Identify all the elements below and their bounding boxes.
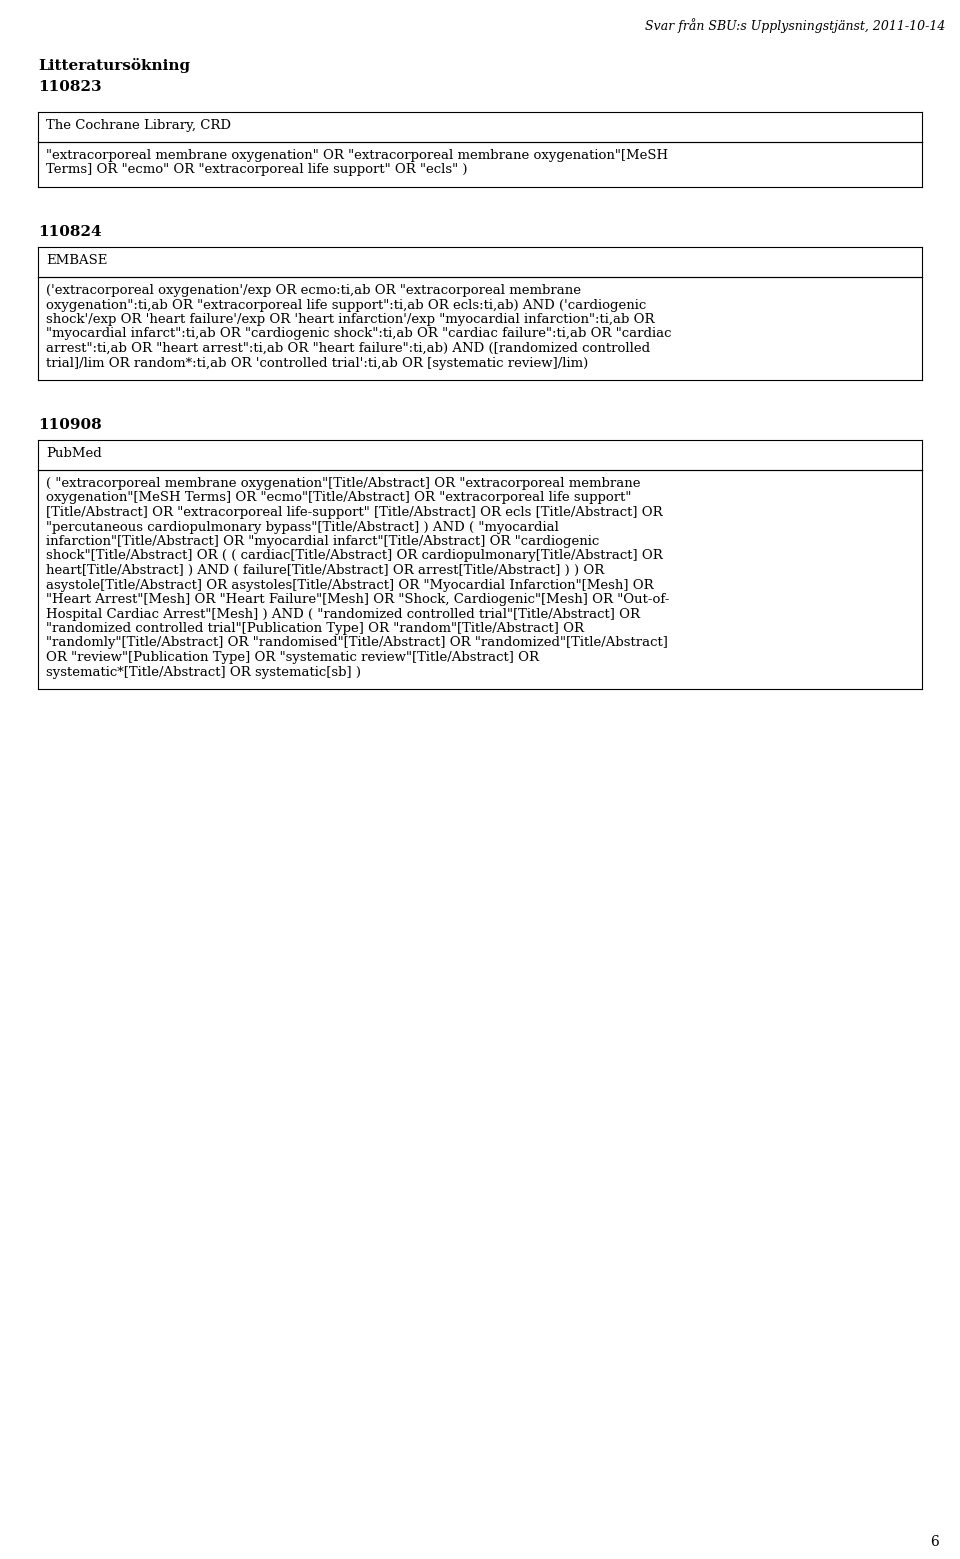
Text: "randomly"[Title/Abstract] OR "randomised"[Title/Abstract] OR "randomized"[Title: "randomly"[Title/Abstract] OR "randomise…	[46, 636, 668, 650]
Text: ('extracorporeal oxygenation'/exp OR ecmo:ti,ab OR "extracorporeal membrane: ('extracorporeal oxygenation'/exp OR ecm…	[46, 284, 581, 298]
Text: 110908: 110908	[38, 418, 102, 432]
Text: asystole[Title/Abstract] OR asystoles[Title/Abstract] OR "Myocardial Infarction": asystole[Title/Abstract] OR asystoles[Ti…	[46, 578, 654, 591]
Text: oxygenation"[MeSH Terms] OR "ecmo"[Title/Abstract] OR "extracorporeal life suppo: oxygenation"[MeSH Terms] OR "ecmo"[Title…	[46, 491, 632, 505]
Text: "extracorporeal membrane oxygenation" OR "extracorporeal membrane oxygenation"[M: "extracorporeal membrane oxygenation" OR…	[46, 150, 668, 162]
Text: Hospital Cardiac Arrest"[Mesh] ) AND ( "randomized controlled trial"[Title/Abstr: Hospital Cardiac Arrest"[Mesh] ) AND ( "…	[46, 608, 640, 620]
Text: Terms] OR "ecmo" OR "extracorporeal life support" OR "ecls" ): Terms] OR "ecmo" OR "extracorporeal life…	[46, 164, 468, 176]
Text: EMBASE: EMBASE	[46, 254, 108, 267]
Text: "percutaneous cardiopulmonary bypass"[Title/Abstract] ) AND ( "myocardial: "percutaneous cardiopulmonary bypass"[Ti…	[46, 521, 559, 533]
Text: Svar från SBU:s Upplysningstjänst, 2011-10-14: Svar från SBU:s Upplysningstjänst, 2011-…	[644, 19, 945, 33]
Text: oxygenation":ti,ab OR "extracorporeal life support":ti,ab OR ecls:ti,ab) AND ('c: oxygenation":ti,ab OR "extracorporeal li…	[46, 298, 646, 312]
Text: Litteratursökning: Litteratursökning	[38, 58, 190, 73]
Text: infarction"[Title/Abstract] OR "myocardial infarct"[Title/Abstract] OR "cardioge: infarction"[Title/Abstract] OR "myocardi…	[46, 535, 599, 549]
Text: heart[Title/Abstract] ) AND ( failure[Title/Abstract] OR arrest[Title/Abstract] : heart[Title/Abstract] ) AND ( failure[Ti…	[46, 564, 604, 577]
Text: shock"[Title/Abstract] OR ( ( cardiac[Title/Abstract] OR cardiopulmonary[Title/A: shock"[Title/Abstract] OR ( ( cardiac[Ti…	[46, 549, 662, 563]
Text: "myocardial infarct":ti,ab OR "cardiogenic shock":ti,ab OR "cardiac failure":ti,: "myocardial infarct":ti,ab OR "cardiogen…	[46, 327, 671, 340]
Text: 110823: 110823	[38, 80, 102, 94]
Text: OR "review"[Publication Type] OR "systematic review"[Title/Abstract] OR: OR "review"[Publication Type] OR "system…	[46, 652, 539, 664]
Text: "randomized controlled trial"[Publication Type] OR "random"[Title/Abstract] OR: "randomized controlled trial"[Publicatio…	[46, 622, 584, 635]
Text: [Title/Abstract] OR "extracorporeal life-support" [Title/Abstract] OR ecls [Titl: [Title/Abstract] OR "extracorporeal life…	[46, 507, 662, 519]
Text: trial]/lim OR random*:ti,ab OR 'controlled trial':ti,ab OR [systematic review]/l: trial]/lim OR random*:ti,ab OR 'controll…	[46, 357, 588, 369]
Text: shock'/exp OR 'heart failure'/exp OR 'heart infarction'/exp "myocardial infarcti: shock'/exp OR 'heart failure'/exp OR 'he…	[46, 313, 655, 326]
Text: systematic*[Title/Abstract] OR systematic[sb] ): systematic*[Title/Abstract] OR systemati…	[46, 666, 361, 678]
Text: The Cochrane Library, CRD: The Cochrane Library, CRD	[46, 118, 231, 133]
Text: "Heart Arrest"[Mesh] OR "Heart Failure"[Mesh] OR "Shock, Cardiogenic"[Mesh] OR ": "Heart Arrest"[Mesh] OR "Heart Failure"[…	[46, 592, 669, 606]
Text: 110824: 110824	[38, 224, 102, 239]
Text: ( "extracorporeal membrane oxygenation"[Title/Abstract] OR "extracorporeal membr: ( "extracorporeal membrane oxygenation"[…	[46, 477, 640, 490]
Text: PubMed: PubMed	[46, 447, 102, 460]
Text: 6: 6	[930, 1536, 939, 1550]
Text: arrest":ti,ab OR "heart arrest":ti,ab OR "heart failure":ti,ab) AND ([randomized: arrest":ti,ab OR "heart arrest":ti,ab OR…	[46, 341, 650, 355]
